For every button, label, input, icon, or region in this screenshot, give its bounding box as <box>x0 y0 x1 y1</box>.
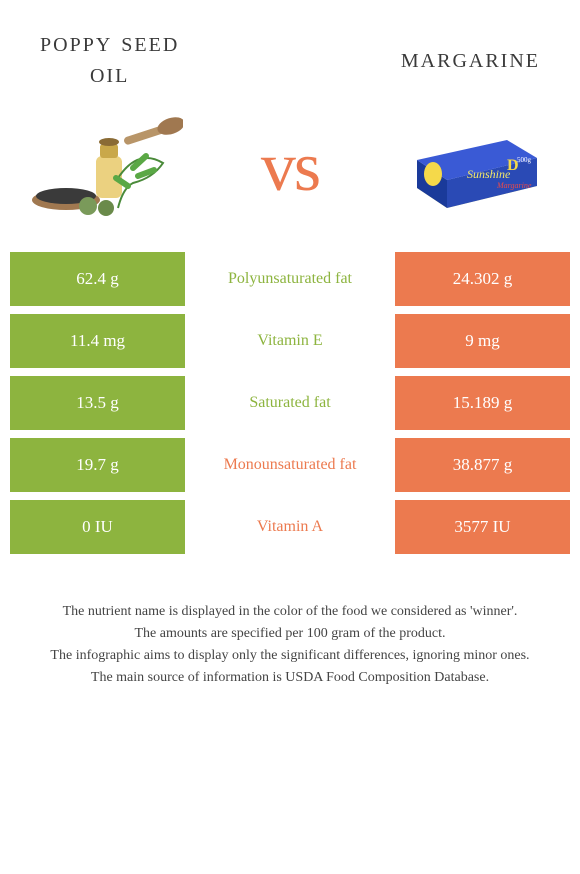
footer-line: The amounts are specified per 100 gram o… <box>24 624 556 644</box>
right-value: 9 mg <box>395 314 570 368</box>
footer-line: The infographic aims to display only the… <box>24 646 556 666</box>
title-left-line1: poppy seed <box>40 28 179 59</box>
svg-text:Margarine: Margarine <box>496 181 532 190</box>
left-value: 11.4 mg <box>10 314 185 368</box>
poppy-seed-oil-image <box>28 108 183 228</box>
header: poppy seed oil margarine <box>0 0 580 90</box>
nutrient-label: Vitamin A <box>185 500 395 554</box>
table-row: 11.4 mg Vitamin E 9 mg <box>10 314 570 368</box>
footer-line: The main source of information is USDA F… <box>24 668 556 688</box>
nutrient-label: Saturated fat <box>185 376 395 430</box>
footer-notes: The nutrient name is displayed in the co… <box>0 562 580 689</box>
margarine-image: Sunshine D Margarine 500g <box>397 108 552 228</box>
nutrient-label: Monounsaturated fat <box>185 438 395 492</box>
right-value: 15.189 g <box>395 376 570 430</box>
right-value: 24.302 g <box>395 252 570 306</box>
vs-label: vs <box>261 128 319 208</box>
nutrient-label: Polyunsaturated fat <box>185 252 395 306</box>
svg-text:500g: 500g <box>517 156 532 164</box>
table-row: 13.5 g Saturated fat 15.189 g <box>10 376 570 430</box>
left-value: 13.5 g <box>10 376 185 430</box>
left-value: 62.4 g <box>10 252 185 306</box>
svg-text:Sunshine: Sunshine <box>467 167 511 181</box>
table-row: 19.7 g Monounsaturated fat 38.877 g <box>10 438 570 492</box>
nutrient-label: Vitamin E <box>185 314 395 368</box>
left-value: 19.7 g <box>10 438 185 492</box>
food-left-title: poppy seed oil <box>40 28 179 90</box>
right-value: 38.877 g <box>395 438 570 492</box>
footer-line: The nutrient name is displayed in the co… <box>24 602 556 622</box>
comparison-table: 62.4 g Polyunsaturated fat 24.302 g 11.4… <box>10 252 570 554</box>
food-right-title: margarine <box>401 43 540 75</box>
right-value: 3577 IU <box>395 500 570 554</box>
title-left-line2: oil <box>40 59 179 90</box>
table-row: 0 IU Vitamin A 3577 IU <box>10 500 570 554</box>
table-row: 62.4 g Polyunsaturated fat 24.302 g <box>10 252 570 306</box>
images-row: vs Sunshine D Margarine 500g <box>0 90 580 252</box>
left-value: 0 IU <box>10 500 185 554</box>
